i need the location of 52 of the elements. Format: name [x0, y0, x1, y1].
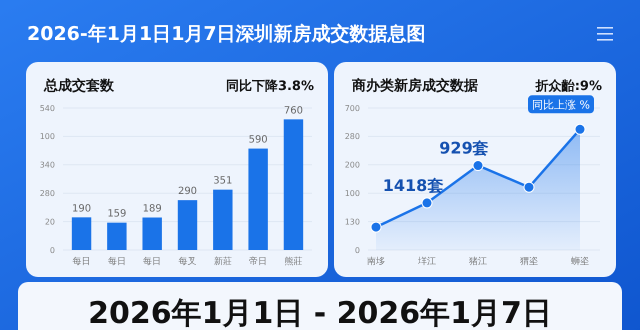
text: 0	[354, 246, 360, 255]
bar	[284, 119, 304, 250]
point	[370, 222, 382, 233]
bar	[72, 217, 92, 250]
text: 100	[344, 189, 360, 198]
bar	[248, 148, 268, 250]
chart-title: 商办类新房成交数据	[351, 77, 478, 94]
data-label: 159	[107, 208, 126, 220]
x-tick-label: 帝日	[249, 256, 268, 267]
x-tick-label: 每日	[143, 256, 162, 267]
text: 0	[50, 246, 55, 255]
data-label: 760	[284, 105, 304, 116]
data-label: 590	[248, 134, 268, 146]
x-tick-label: 熊莊	[284, 256, 302, 267]
data-label: 190	[72, 203, 92, 214]
x-tick-label: 每日	[72, 256, 91, 267]
point	[524, 182, 534, 193]
text: 130	[344, 217, 360, 226]
x-tick-label: 每叉	[178, 256, 196, 267]
chart-subtitle: 折众齝:9%	[534, 79, 602, 94]
chart-title: 总成交套数	[43, 77, 115, 94]
x-tick-label: 蛳垐	[571, 256, 589, 267]
annotation: 929套	[439, 138, 489, 158]
text: 700	[344, 104, 360, 113]
bar	[178, 200, 198, 250]
x-tick-label: 猬垐	[520, 256, 538, 267]
text: 280	[40, 189, 55, 198]
text: 20	[44, 217, 55, 226]
text: 100	[40, 132, 55, 142]
bar	[213, 190, 233, 250]
point	[472, 160, 484, 172]
annotation: 同比上涨 %	[532, 98, 590, 112]
text: 540	[40, 104, 55, 113]
data-label: 290	[178, 186, 198, 198]
text: 2026年1月1日 - 2026年1月7日	[88, 296, 552, 330]
chart-subtitle: 同比下降3.8%	[226, 79, 314, 94]
point	[574, 124, 586, 135]
text: 2026-年1月1日1月7日深圳新房成交数据息图	[27, 23, 426, 45]
data-label: 351	[213, 176, 232, 187]
x-tick-label: 猪江	[469, 256, 487, 267]
bar	[107, 222, 127, 250]
point	[422, 197, 432, 208]
data-label: 189	[142, 204, 162, 215]
text: 200	[344, 160, 360, 170]
text: 280	[344, 132, 360, 142]
x-tick-label: 南垑	[367, 256, 385, 267]
bar	[142, 218, 162, 250]
x-tick-label: 垟江	[417, 256, 436, 267]
x-tick-label: 每日	[108, 256, 126, 267]
x-tick-label: 新莊	[214, 256, 232, 267]
text: 340	[40, 160, 55, 170]
annotation: 1418套	[382, 176, 444, 195]
